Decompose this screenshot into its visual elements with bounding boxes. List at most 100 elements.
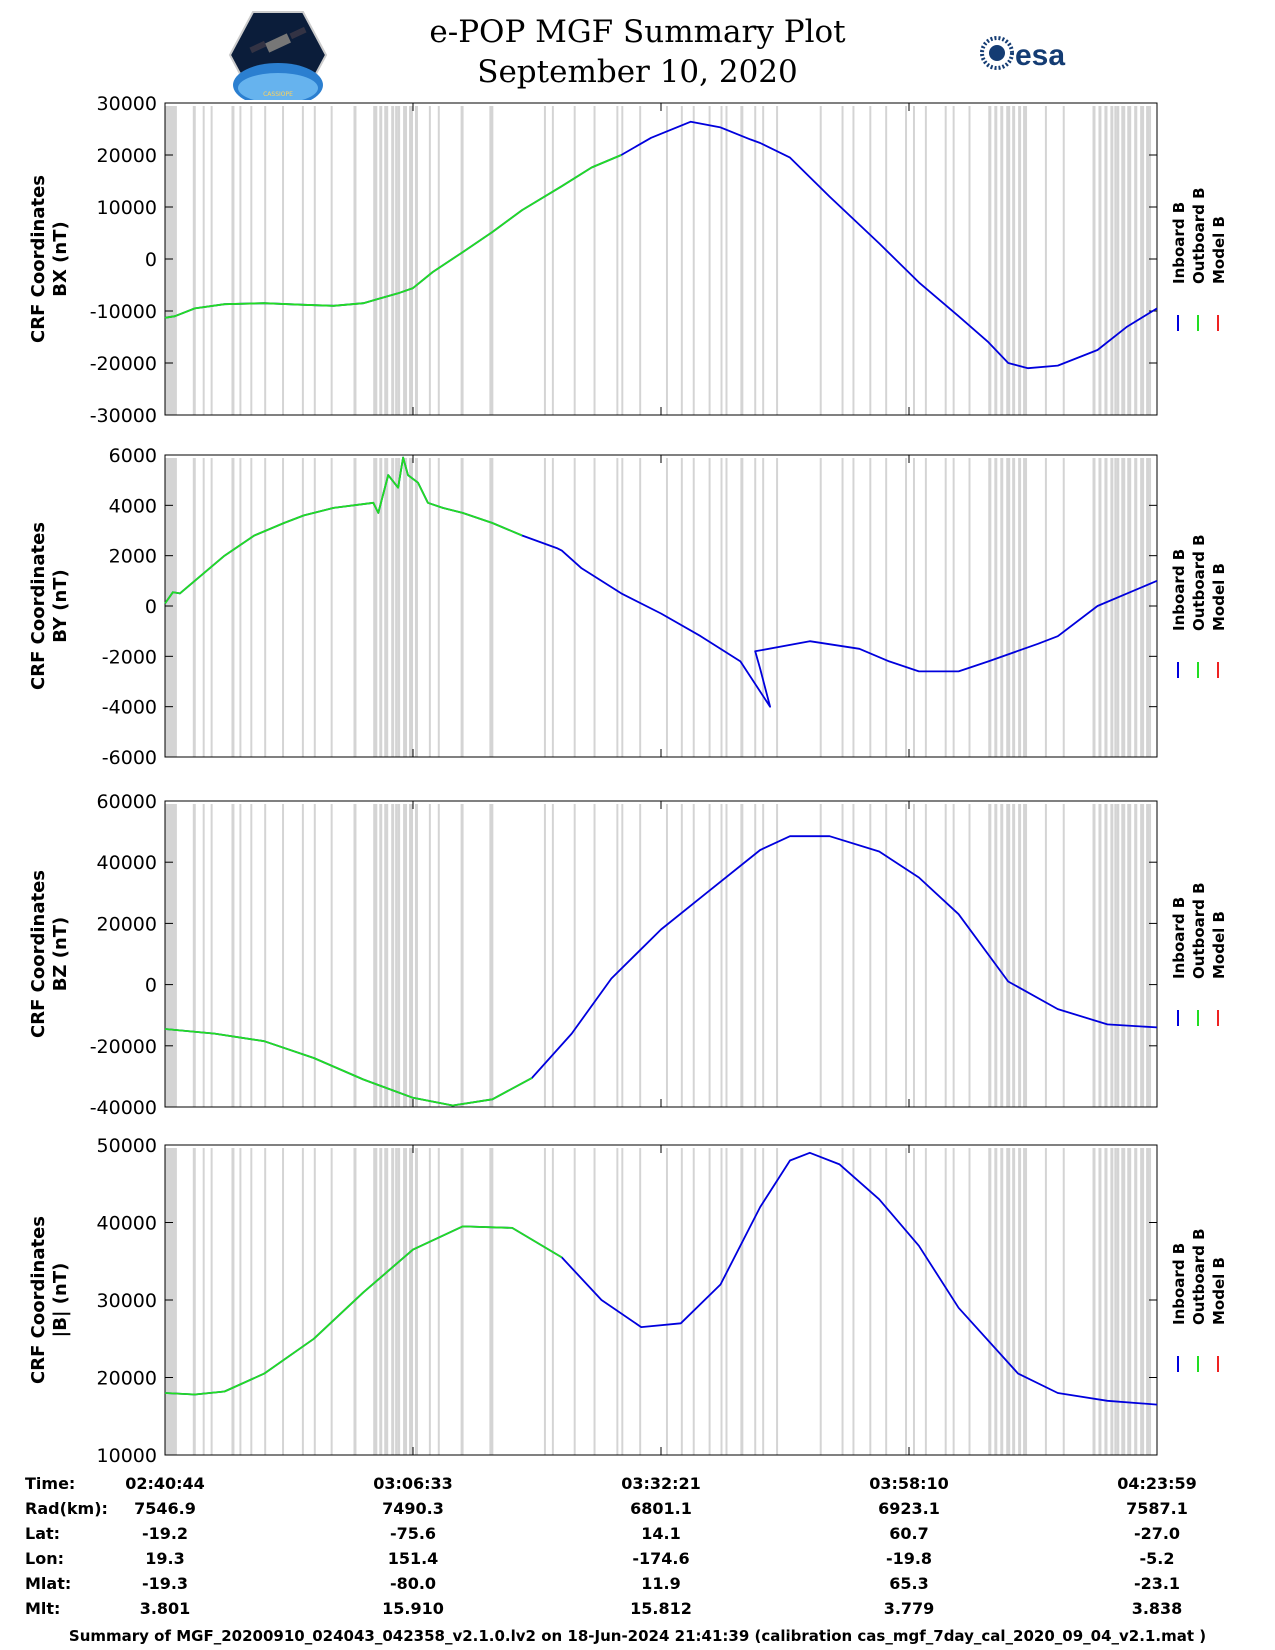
data-gap-band <box>397 458 401 757</box>
data-gap-band <box>852 458 855 757</box>
data-gap-band <box>202 804 205 1107</box>
data-gap-band <box>621 804 624 1107</box>
ephemeris-value: 6801.1 <box>630 1499 692 1518</box>
y-tick-label: -30000 <box>90 405 157 427</box>
data-gap-band <box>1024 106 1028 415</box>
data-gap-band <box>952 458 955 757</box>
y-tick-label: -40000 <box>90 1097 157 1119</box>
legend-label: Outboard B <box>1190 534 1208 631</box>
data-gap-band <box>330 458 333 757</box>
data-gap-band <box>776 106 779 415</box>
data-gap-band <box>1127 458 1130 757</box>
data-gap-band <box>1098 458 1102 757</box>
legend-label: Outboard B <box>1190 187 1208 284</box>
ephemeris-value: 3.838 <box>1132 1599 1183 1618</box>
data-gap-band <box>250 458 253 757</box>
data-gap-band <box>210 106 213 415</box>
data-gap-band <box>841 804 844 1107</box>
data-gap-band <box>353 1148 357 1455</box>
data-gap-band <box>1062 804 1065 1107</box>
data-gap-band <box>1098 106 1102 415</box>
series-line-outboard <box>164 456 523 605</box>
data-gap-band <box>968 106 971 415</box>
data-gap-band <box>740 1148 744 1455</box>
data-gap-band <box>437 1148 440 1455</box>
data-gap-band <box>1140 106 1144 415</box>
data-gap-band <box>202 1148 205 1455</box>
y-tick-label: 20000 <box>97 1368 157 1390</box>
y-tick-label: -6000 <box>102 747 157 769</box>
data-gap-band <box>1116 804 1120 1107</box>
data-gap-band <box>952 804 955 1107</box>
data-gap-band <box>264 458 267 757</box>
data-gap-band <box>391 1148 395 1455</box>
data-gap-band <box>395 106 398 415</box>
y-axis-label: CRF Coordinates <box>28 175 49 343</box>
data-gap-band <box>776 458 779 757</box>
data-gap-band <box>1134 106 1138 415</box>
data-gap-band <box>379 458 383 757</box>
data-gap-band <box>692 458 695 757</box>
data-gap-band <box>1092 106 1096 415</box>
data-gap-band <box>460 1148 464 1455</box>
data-gap-band <box>1024 458 1028 757</box>
data-gap-band <box>1110 106 1114 415</box>
y-tick-label: 2000 <box>109 546 157 568</box>
data-gap-band <box>1024 804 1028 1107</box>
data-gap-band <box>403 458 407 757</box>
data-gap-band <box>409 804 413 1107</box>
data-gap-band <box>944 804 947 1107</box>
data-gap-band <box>385 106 389 415</box>
data-gap-band <box>231 458 235 757</box>
ephemeris-value: -19.2 <box>142 1524 188 1543</box>
data-gap-band <box>403 106 407 415</box>
data-gap-band <box>301 804 304 1107</box>
data-gap-band <box>725 804 728 1107</box>
y-tick-label: 10000 <box>97 1445 157 1467</box>
data-gap-band <box>725 1148 728 1455</box>
data-gap-band <box>460 458 464 757</box>
chart-title: e-POP MGF Summary Plot <box>429 14 846 50</box>
data-gap-band <box>301 458 304 757</box>
y-tick-label: 20000 <box>97 913 157 935</box>
data-gap-band <box>616 804 619 1107</box>
ephemeris-value: -19.3 <box>142 1574 188 1593</box>
data-gap-band <box>708 458 711 757</box>
data-gap-band <box>754 458 757 757</box>
data-gap-band <box>489 458 494 757</box>
y-tick-label: 40000 <box>97 852 157 874</box>
y-tick-label: 4000 <box>109 495 157 517</box>
data-gap-band <box>885 106 888 415</box>
data-gap-band <box>852 1148 855 1455</box>
data-gap-band <box>952 106 955 415</box>
data-gap-band <box>912 458 915 757</box>
y-axis-label-units: BY (nT) <box>50 569 71 643</box>
data-gap-band <box>869 804 872 1107</box>
ephemeris-value: -19.8 <box>886 1549 932 1568</box>
data-gap-band <box>1114 458 1117 757</box>
processing-summary-footer: Summary of MGF_20200910_024043_042358_v2… <box>68 1627 1207 1645</box>
data-gap-band <box>639 106 642 415</box>
data-gap-band <box>264 106 267 415</box>
ephemeris-value: -5.2 <box>1140 1549 1175 1568</box>
data-gap-band <box>885 1148 888 1455</box>
data-gap-band <box>239 804 242 1107</box>
ephemeris-value: 15.910 <box>382 1599 444 1618</box>
data-gap-band <box>1122 106 1126 415</box>
data-gap-band <box>409 1148 413 1455</box>
ephemeris-row-label: Rad(km): <box>25 1499 108 1518</box>
data-gap-band <box>391 458 395 757</box>
data-gap-band <box>313 106 316 415</box>
svg-text:esa: esa <box>1015 39 1065 72</box>
data-gap-band <box>414 1148 418 1455</box>
data-gap-band <box>740 106 744 415</box>
data-gap-band <box>593 458 596 757</box>
data-gap-band <box>239 106 242 415</box>
data-gap-band <box>1149 1148 1152 1455</box>
data-gap-band <box>776 804 779 1107</box>
data-gap-band <box>373 106 377 415</box>
ephemeris-value: 11.9 <box>641 1574 680 1593</box>
data-gap-band <box>165 1148 177 1455</box>
data-gap-band <box>1116 458 1120 757</box>
ephemeris-value: 65.3 <box>889 1574 928 1593</box>
